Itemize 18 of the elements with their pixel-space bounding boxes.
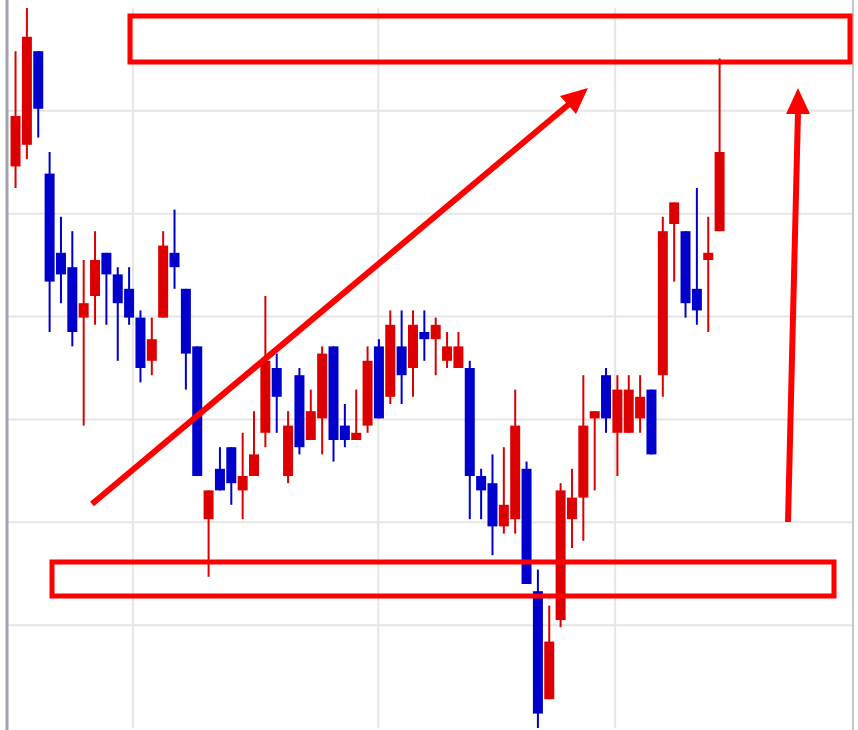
candlestick <box>78 259 89 427</box>
candlestick <box>351 388 362 441</box>
candlestick <box>249 410 260 477</box>
candlestick <box>146 316 157 377</box>
candlestick <box>271 352 282 434</box>
candlestick <box>101 251 112 326</box>
candlestick <box>669 201 680 283</box>
candlestick <box>407 309 418 398</box>
candlestick <box>203 489 214 578</box>
candlestick <box>601 367 612 434</box>
candlestick <box>589 410 600 492</box>
candlestick <box>396 309 407 405</box>
candlestick <box>90 230 101 326</box>
candlestick <box>430 316 441 377</box>
candlestick <box>169 208 180 290</box>
candlestick <box>703 215 714 333</box>
candlestick <box>237 431 248 521</box>
candlestick <box>419 309 430 362</box>
